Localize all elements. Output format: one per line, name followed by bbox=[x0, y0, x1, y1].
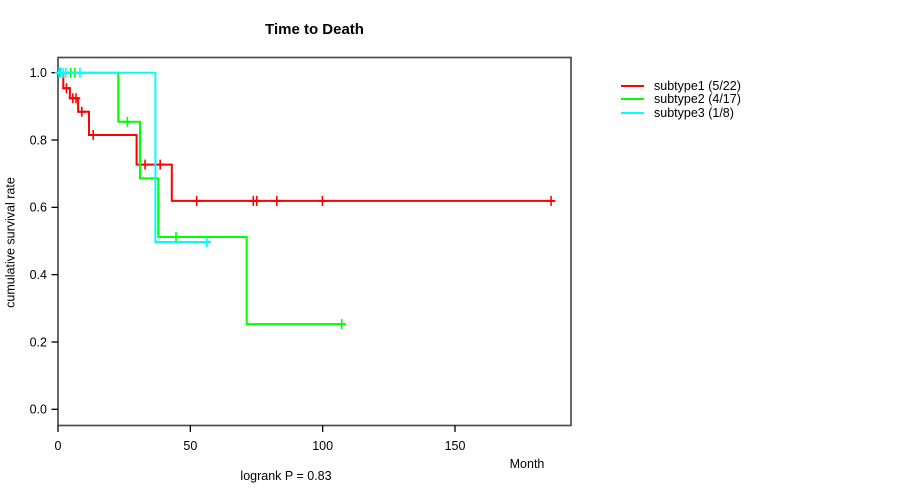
y-tick-label: 0.8 bbox=[30, 133, 47, 147]
x-tick-label: 50 bbox=[183, 439, 197, 453]
y-tick-label: 0.4 bbox=[30, 268, 47, 282]
legend-label: subtype3 (1/8) bbox=[654, 105, 734, 120]
y-tick-label: 1.0 bbox=[30, 66, 47, 80]
y-tick-label: 0.6 bbox=[30, 201, 47, 215]
x-tick-label: 0 bbox=[55, 439, 62, 453]
x-tick-label: 100 bbox=[312, 439, 333, 453]
survival-curve-3 bbox=[58, 71, 208, 243]
survival-curve-2 bbox=[58, 71, 342, 326]
legend-label: subtype2 (4/17) bbox=[654, 92, 741, 107]
legend-label: subtype1 (5/22) bbox=[654, 78, 741, 93]
x-tick-label: 150 bbox=[445, 439, 466, 453]
logrank-annotation: logrank P = 0.83 bbox=[240, 469, 332, 483]
y-tick-label: 0.0 bbox=[30, 403, 47, 417]
y-axis-label: cumulative survival rate bbox=[3, 177, 18, 308]
legend-line-icon bbox=[621, 98, 644, 101]
legend-item-3: subtype3 (1/8) bbox=[621, 106, 741, 120]
legend-item-2: subtype2 (4/17) bbox=[621, 92, 741, 107]
survival-curve-1 bbox=[58, 71, 552, 202]
plot-box bbox=[57, 56, 572, 427]
y-tick-label: 0.2 bbox=[30, 335, 47, 349]
legend-line-icon bbox=[621, 111, 644, 114]
chart-title: Time to Death bbox=[265, 21, 364, 38]
legend-line-icon bbox=[621, 84, 644, 87]
legend: subtype1 (5/22) subtype2 (4/17) subtype3 (… bbox=[621, 79, 741, 120]
x-axis-label: Month bbox=[509, 457, 545, 471]
legend-item-1: subtype1 (5/22) bbox=[621, 79, 741, 93]
